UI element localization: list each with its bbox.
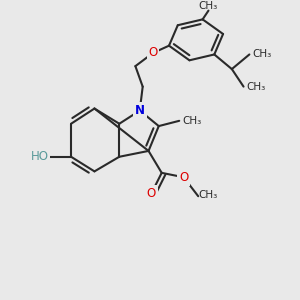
Text: O: O	[179, 171, 188, 184]
Text: CH₃: CH₃	[182, 116, 201, 126]
Text: CH₃: CH₃	[199, 1, 218, 10]
Text: O: O	[147, 187, 156, 200]
Text: CH₃: CH₃	[252, 50, 272, 59]
Text: N: N	[135, 104, 145, 117]
Text: CH₃: CH₃	[198, 190, 218, 200]
Text: O: O	[148, 46, 158, 59]
Text: HO: HO	[31, 150, 49, 163]
Text: CH₃: CH₃	[247, 82, 266, 92]
